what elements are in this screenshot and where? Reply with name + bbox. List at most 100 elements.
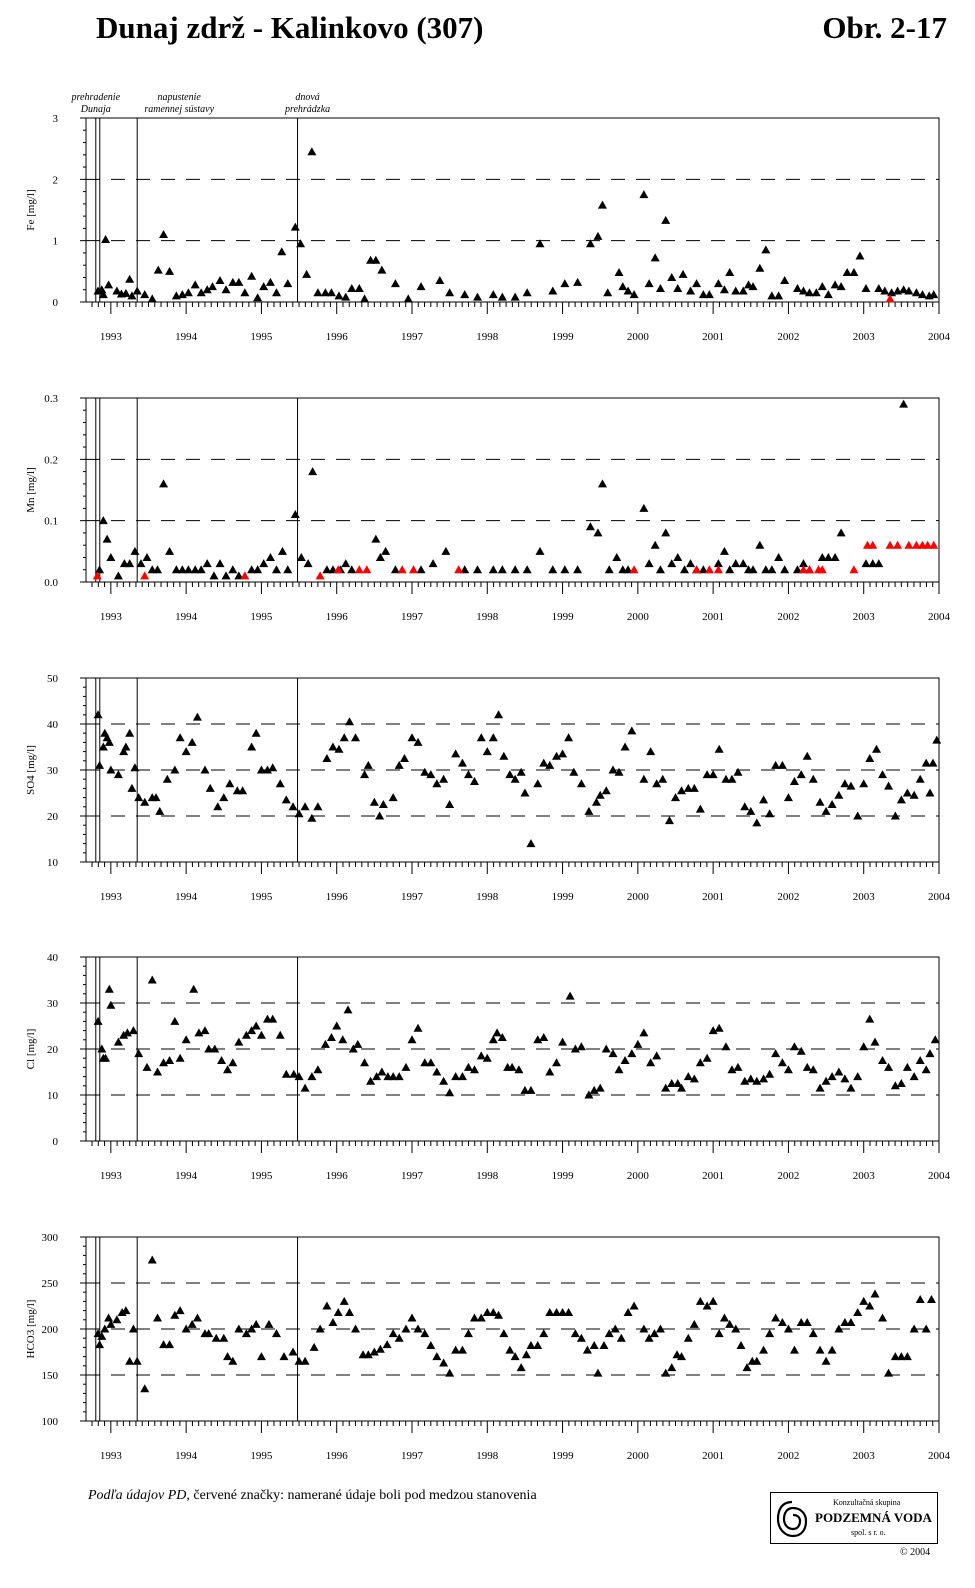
data-point xyxy=(733,1062,743,1071)
data-point xyxy=(234,571,244,580)
data-point xyxy=(678,269,688,278)
data-point xyxy=(725,565,735,574)
event-label: dnová xyxy=(295,92,319,103)
data-point xyxy=(407,733,417,742)
y-tick-label: 40 xyxy=(47,952,59,964)
data-point xyxy=(190,280,200,289)
data-point xyxy=(313,802,323,811)
x-tick-label: 1999 xyxy=(552,1450,575,1462)
data-point xyxy=(313,1065,323,1074)
data-point xyxy=(497,292,507,301)
data-point xyxy=(125,274,135,283)
data-point xyxy=(925,1049,935,1058)
data-point xyxy=(539,1329,549,1338)
data-point xyxy=(880,286,890,295)
data-point xyxy=(328,1318,338,1327)
data-point xyxy=(420,767,430,776)
data-point xyxy=(192,712,202,721)
data-point xyxy=(401,1062,411,1071)
data-point xyxy=(435,276,445,285)
y-tick-label: 20 xyxy=(47,1044,59,1056)
data-point xyxy=(140,1384,150,1393)
data-point xyxy=(165,1056,175,1064)
data-point xyxy=(165,546,175,555)
data-point xyxy=(472,292,482,301)
data-point xyxy=(767,291,777,300)
data-point xyxy=(451,749,461,758)
data-point xyxy=(413,1324,423,1333)
data-point xyxy=(228,565,238,574)
data-point xyxy=(644,1333,654,1342)
data-point xyxy=(288,1347,298,1356)
data-point xyxy=(445,1368,455,1377)
data-point xyxy=(714,1023,724,1032)
data-point xyxy=(759,795,769,804)
data-point xyxy=(655,565,665,574)
data-point xyxy=(432,1352,442,1361)
data-point xyxy=(815,1083,825,1092)
data-point xyxy=(460,290,470,299)
data-point xyxy=(338,1035,348,1044)
data-point xyxy=(265,277,275,286)
data-point xyxy=(189,984,199,993)
data-point xyxy=(451,1072,461,1081)
data-point xyxy=(639,1028,649,1037)
figure-number: Obr. 2-17 xyxy=(822,10,947,45)
data-point xyxy=(153,265,163,274)
data-point xyxy=(136,559,146,568)
data-point xyxy=(153,1313,163,1322)
data-point xyxy=(488,565,498,574)
data-point xyxy=(796,770,806,779)
data-point xyxy=(727,774,737,783)
data-point xyxy=(925,788,935,797)
x-tick-label: 2000 xyxy=(627,1170,650,1182)
data-point-below-limit xyxy=(408,565,418,574)
data-point xyxy=(190,565,200,574)
data-point-below-limit xyxy=(904,540,914,549)
data-point xyxy=(281,1069,291,1078)
data-point xyxy=(200,1026,210,1035)
data-point xyxy=(661,528,671,537)
chart-panel-4: 0 10 20 30 40 Cl [mg/l] 1993 1994 1995 1996 1997 19… xyxy=(25,952,951,1182)
data-point xyxy=(219,793,229,802)
data-point xyxy=(748,565,758,574)
data-point xyxy=(177,565,187,574)
data-point xyxy=(104,280,114,289)
data-point xyxy=(802,751,812,760)
data-point xyxy=(896,1352,906,1361)
x-tick-label: 1996 xyxy=(326,611,349,623)
data-point xyxy=(275,1030,285,1039)
data-point xyxy=(777,1318,787,1327)
data-point xyxy=(251,1319,261,1328)
data-point xyxy=(194,1028,204,1037)
data-point xyxy=(482,747,492,756)
data-point xyxy=(570,1329,580,1338)
data-point xyxy=(689,783,699,792)
data-point xyxy=(608,765,618,774)
data-point xyxy=(256,1030,266,1039)
data-point xyxy=(569,767,579,776)
data-point xyxy=(125,559,135,568)
data-point xyxy=(271,288,281,297)
data-point xyxy=(677,1083,687,1092)
data-point xyxy=(655,1324,665,1333)
data-point xyxy=(294,809,304,818)
data-point xyxy=(834,1324,844,1333)
data-point xyxy=(469,777,479,785)
data-point xyxy=(219,1333,229,1342)
data-point xyxy=(582,1345,592,1354)
data-point xyxy=(664,816,674,825)
data-point xyxy=(165,266,175,275)
data-point xyxy=(204,1044,214,1053)
data-point xyxy=(98,742,108,751)
data-point xyxy=(576,1333,586,1342)
data-point xyxy=(390,565,400,574)
data-point xyxy=(597,479,607,488)
data-point xyxy=(639,503,649,512)
data-point xyxy=(333,1307,343,1316)
data-point xyxy=(603,288,613,297)
data-point xyxy=(552,1058,562,1067)
data-point xyxy=(713,559,723,568)
data-point xyxy=(683,1072,693,1081)
data-point xyxy=(612,552,622,561)
